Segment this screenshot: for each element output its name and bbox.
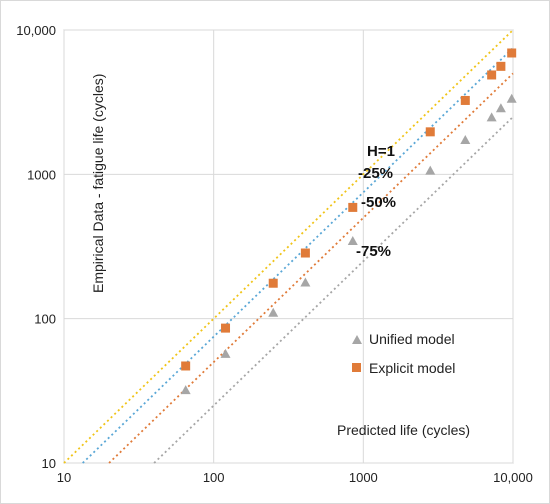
x-axis-label: Predicted life (cycles) [337, 422, 470, 438]
explicit-model-point-0 [181, 361, 191, 371]
legend-label-unified: Unified model [369, 331, 455, 347]
unified-model-point-3 [300, 277, 311, 287]
unified-model-point-4 [347, 236, 358, 246]
reference-lines [63, 29, 514, 464]
unified-model-point-5 [425, 165, 436, 175]
y-tick-label-1: 100 [34, 312, 56, 327]
data-markers [180, 48, 517, 395]
unified-model-point-9 [506, 93, 517, 103]
unified-model-point-8 [495, 103, 506, 113]
y-tick-label-0: 10 [42, 456, 56, 471]
reference-line-3 [153, 116, 514, 464]
explicit-model-point-4 [348, 202, 358, 212]
annotation-minus-25: -25% [358, 165, 393, 182]
unified-model-point-0 [180, 385, 191, 395]
legend: Unified model Explicit model [352, 331, 455, 376]
explicit-model-point-7 [487, 70, 497, 80]
reference-line-0 [63, 29, 514, 464]
y-axis-label: Empirical Data - fatigue life (cycles) [90, 74, 106, 293]
legend-marker-unified [352, 335, 362, 344]
explicit-model-point-6 [460, 95, 470, 105]
x-tick-label-0: 10 [57, 470, 71, 485]
explicit-model-point-1 [221, 323, 231, 333]
unified-model-point-7 [486, 112, 497, 122]
explicit-model-point-2 [268, 278, 278, 288]
reference-line-2 [108, 72, 514, 464]
explicit-model-point-9 [507, 48, 517, 58]
unified-model-point-6 [460, 134, 471, 144]
explicit-model-point-5 [425, 127, 435, 137]
legend-label-explicit: Explicit model [369, 360, 455, 376]
annotation-h1: H=1 [367, 143, 395, 160]
annotation-minus-75: -75% [356, 243, 391, 260]
annotation-minus-50: -50% [361, 194, 396, 211]
unified-model-point-2 [268, 307, 279, 317]
tick-labels: 10 100 1000 10,000 10 100 1000 10,000 [16, 23, 533, 485]
x-tick-label-2: 1000 [349, 470, 378, 485]
explicit-model-point-8 [496, 61, 506, 71]
y-tick-label-3: 10,000 [16, 23, 56, 38]
gridlines [63, 29, 514, 464]
y-tick-label-2: 1000 [27, 167, 56, 182]
x-tick-label-3: 10,000 [493, 470, 533, 485]
unified-model-point-1 [220, 348, 231, 358]
x-tick-label-1: 100 [203, 470, 225, 485]
explicit-model-point-3 [300, 248, 310, 258]
legend-marker-explicit [352, 363, 361, 372]
